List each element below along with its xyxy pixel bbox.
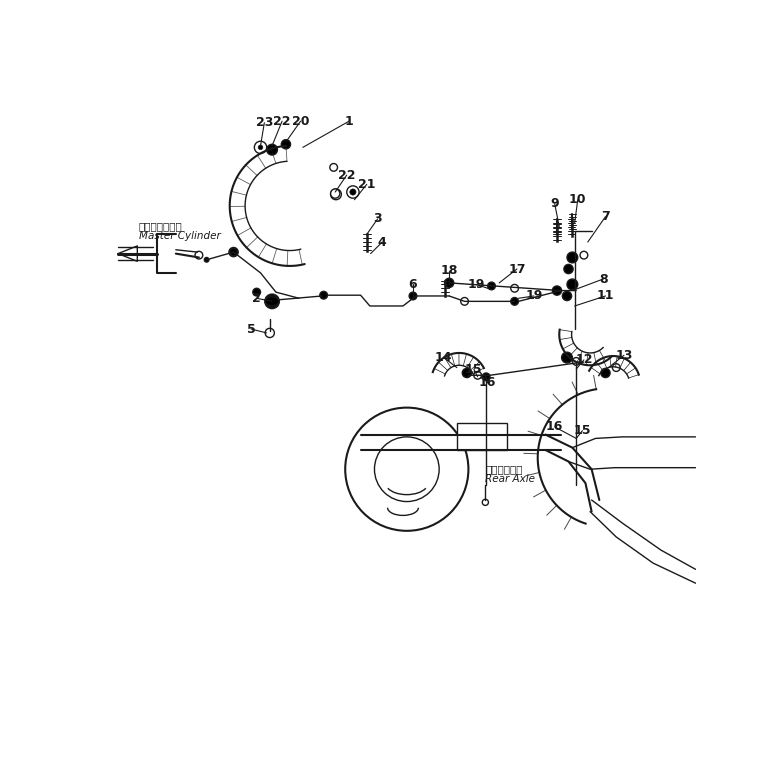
Circle shape: [253, 288, 260, 296]
Circle shape: [612, 364, 620, 372]
Text: 12: 12: [575, 353, 593, 366]
Circle shape: [320, 291, 328, 299]
Text: 9: 9: [550, 197, 559, 210]
Text: 8: 8: [599, 273, 608, 286]
Text: 22: 22: [274, 115, 291, 128]
Circle shape: [580, 251, 587, 259]
Circle shape: [331, 189, 339, 198]
Text: 16: 16: [546, 421, 563, 434]
Text: 16: 16: [479, 376, 496, 389]
Circle shape: [511, 297, 518, 305]
Circle shape: [265, 329, 274, 338]
Circle shape: [229, 248, 237, 256]
Circle shape: [511, 284, 518, 292]
Circle shape: [331, 189, 341, 200]
Text: 7: 7: [601, 210, 610, 223]
Text: 6: 6: [408, 278, 417, 291]
Circle shape: [573, 358, 580, 365]
Circle shape: [564, 264, 573, 273]
Circle shape: [350, 189, 356, 195]
Text: 3: 3: [374, 212, 382, 225]
Circle shape: [562, 352, 573, 363]
Text: 19: 19: [467, 278, 485, 291]
Circle shape: [281, 139, 291, 149]
Circle shape: [330, 163, 338, 172]
Ellipse shape: [265, 296, 279, 306]
Text: 1: 1: [345, 115, 353, 128]
Circle shape: [346, 186, 359, 198]
Circle shape: [474, 372, 481, 379]
Text: 10: 10: [569, 193, 587, 206]
Circle shape: [409, 292, 417, 300]
Circle shape: [563, 291, 572, 300]
Circle shape: [254, 141, 267, 153]
Text: 19: 19: [525, 290, 542, 303]
Circle shape: [265, 294, 279, 308]
Text: 2: 2: [253, 292, 261, 305]
Circle shape: [553, 286, 562, 295]
Text: 15: 15: [465, 362, 483, 375]
Text: 17: 17: [508, 263, 525, 276]
Text: 18: 18: [440, 264, 458, 277]
Text: 20: 20: [292, 115, 309, 128]
Text: 11: 11: [597, 290, 615, 303]
Circle shape: [374, 437, 439, 502]
Text: 13: 13: [615, 349, 632, 362]
Text: Rear Axle: Rear Axle: [485, 474, 536, 484]
Circle shape: [195, 251, 203, 259]
Circle shape: [482, 373, 490, 381]
Text: Master Cylinder: Master Cylinder: [139, 231, 221, 241]
Text: マスタシリンダ: マスタシリンダ: [139, 221, 183, 231]
Circle shape: [462, 368, 471, 378]
Circle shape: [258, 145, 263, 149]
Text: 23: 23: [256, 116, 273, 129]
Circle shape: [487, 282, 495, 290]
Circle shape: [460, 297, 468, 305]
Text: 4: 4: [377, 236, 387, 249]
Circle shape: [267, 144, 277, 155]
Circle shape: [601, 368, 610, 378]
Text: 15: 15: [574, 424, 591, 437]
Circle shape: [445, 278, 454, 287]
Circle shape: [567, 279, 577, 290]
Circle shape: [229, 247, 238, 257]
Text: リヤアクスル: リヤアクスル: [485, 464, 523, 474]
Text: 22: 22: [338, 169, 356, 182]
Circle shape: [482, 499, 488, 506]
Circle shape: [205, 257, 209, 262]
Circle shape: [345, 408, 468, 531]
FancyBboxPatch shape: [457, 423, 507, 450]
Text: 5: 5: [247, 322, 256, 336]
Text: 14: 14: [435, 351, 453, 364]
Text: 21: 21: [358, 178, 376, 191]
Circle shape: [567, 252, 577, 263]
